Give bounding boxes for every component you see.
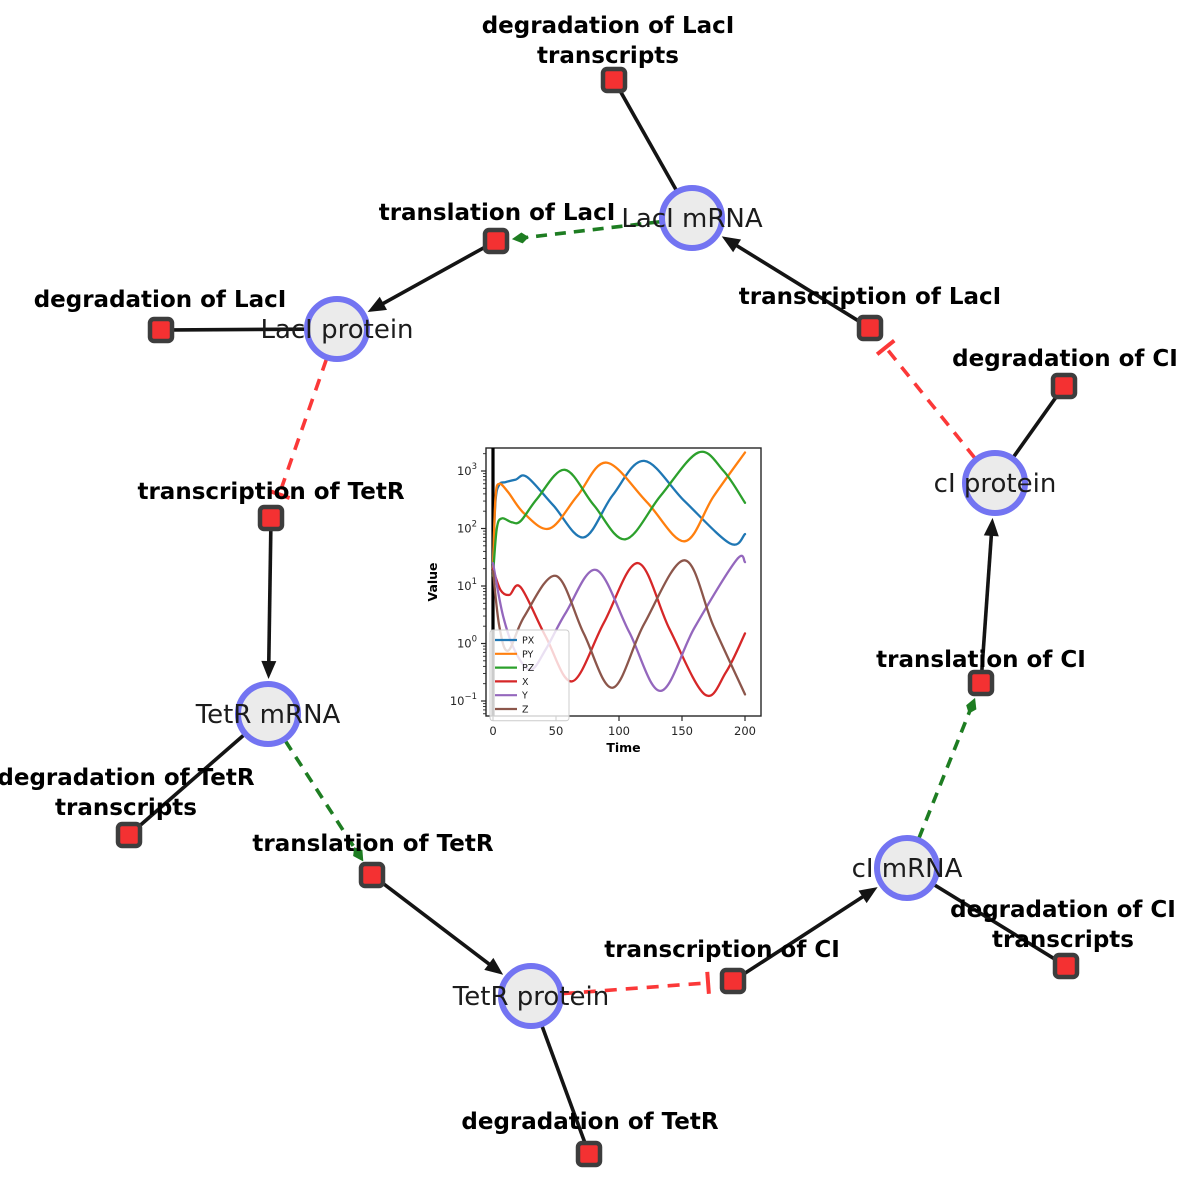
modifier-arrowhead-icon: [353, 847, 364, 862]
modifier-arrowhead-icon: [966, 697, 977, 714]
edge-layer: [137, 90, 1058, 1143]
reaction-label-deg_ci_tr: transcripts: [992, 927, 1134, 953]
modifier-arrowhead-icon: [511, 232, 529, 244]
reaction-node-deg_tetr_tr: [115, 821, 143, 849]
species-node-ci_mrna: [874, 835, 940, 901]
inhibition-tbar-icon: [705, 971, 711, 994]
label-layer: LacI mRNA LacI protein TetR mRNA TetR prote…: [0, 13, 1178, 1135]
reaction-node-txn_ci: [719, 967, 747, 995]
product-arrowhead-icon: [367, 296, 388, 313]
modifier-edge: [283, 739, 359, 853]
reaction-node-transl_laci: [482, 227, 510, 255]
x-axis-tick-label: 150: [671, 724, 693, 738]
product-arrowhead-icon: [858, 887, 878, 904]
reaction-label-txn_laci: transcription of LacI: [739, 284, 1002, 310]
reaction-node-transl_tetr: [358, 861, 386, 889]
legend-entry-label: PZ: [522, 663, 535, 674]
y-axis-tick-label: 102: [457, 520, 477, 536]
inhibition-tbar-icon: [875, 338, 896, 356]
y-axis-tick-label: 101: [457, 577, 477, 593]
x-axis-tick-label: 50: [549, 724, 564, 738]
legend-entry-label: PX: [522, 636, 535, 647]
reaction-label-deg_ci: degradation of CI: [952, 346, 1178, 372]
reaction-label-transl_tetr: translation of TetR: [252, 831, 493, 857]
reaction-label-txn_tetr: transcription of TetR: [137, 479, 404, 505]
product-edge: [374, 245, 486, 310]
reaction-node-deg_ci: [1050, 372, 1078, 400]
legend-entry-label: PY: [522, 649, 534, 660]
product-arrowhead-icon: [721, 236, 742, 253]
product-arrowhead-icon: [261, 660, 277, 680]
reaction-label-deg_tetr: degradation of TetR: [461, 1109, 718, 1135]
reactant-edge: [137, 733, 246, 828]
y-axis-tick-label: 10−1: [450, 692, 477, 708]
reaction-label-deg_ci_tr: degradation of CI: [950, 897, 1176, 923]
species-node-laci_mrna: [659, 185, 725, 251]
species-label-laci_protein: LacI protein: [260, 315, 413, 345]
y-axis-label: Value: [425, 562, 440, 601]
x-axis-tick-label: 100: [608, 724, 630, 738]
reactant-edge: [933, 883, 1056, 961]
reaction-label-txn_ci: transcription of CI: [604, 937, 840, 963]
inhibition-tbar-icon: [268, 488, 291, 500]
reaction-label-deg_laci_tr: degradation of LacI: [482, 13, 735, 39]
species-label-laci_mrna: LacI mRNA: [621, 204, 762, 234]
reaction-node-deg_ci_tr: [1052, 952, 1080, 980]
node-layer: [115, 66, 1080, 1168]
series-line-py: [491, 451, 747, 570]
species-label-ci_mrna: cI mRNA: [852, 854, 963, 884]
reaction-label-deg_laci: degradation of LacI: [34, 287, 287, 313]
reaction-label-deg_laci_tr: transcripts: [537, 43, 679, 69]
species-node-laci_protein: [304, 296, 370, 362]
product-edge: [728, 239, 860, 323]
species-node-ci_protein: [962, 450, 1028, 516]
reaction-label-transl_ci: translation of CI: [876, 647, 1086, 673]
species-node-tetr_protein: [498, 963, 564, 1029]
reaction-label-deg_tetr_tr: transcripts: [55, 795, 197, 821]
inhibition-edge: [277, 358, 329, 495]
reactant-edge: [618, 90, 678, 192]
reaction-node-deg_laci_tr: [600, 66, 628, 94]
inhibition-edge: [562, 981, 709, 996]
species-label-tetr_mrna: TetR mRNA: [195, 700, 341, 730]
y-axis-tick-label: 103: [457, 462, 477, 478]
reaction-node-txn_laci: [856, 314, 884, 342]
series-line-pz: [491, 450, 747, 578]
x-axis-label: Time: [606, 740, 640, 755]
species-label-tetr_protein: TetR protein: [452, 982, 609, 1012]
reaction-label-transl_laci: translation of LacI: [379, 200, 616, 226]
modifier-edge: [917, 708, 973, 839]
product-edge: [381, 881, 498, 971]
x-axis-tick-label: 0: [489, 724, 496, 738]
species-label-ci_protein: cI protein: [934, 469, 1057, 499]
modifier-edge: [523, 219, 661, 240]
timeseries-inset-chart: 0 50 100 150 20010−1100101102103TimeValuePXP…: [425, 447, 762, 755]
product-arrowhead-icon: [484, 957, 504, 975]
y-axis-tick-label: 100: [457, 635, 477, 651]
legend-entry-label: Z: [522, 705, 529, 716]
reaction-node-deg_laci: [147, 316, 175, 344]
reactant-edge: [173, 327, 306, 332]
series-line-x: [491, 561, 747, 698]
species-node-tetr_mrna: [235, 681, 301, 747]
legend-entry-label: X: [522, 677, 529, 688]
reactant-edge: [1012, 395, 1058, 458]
product-arrowhead-icon: [983, 517, 999, 537]
reaction-label-deg_tetr_tr: degradation of TetR: [0, 765, 255, 791]
reaction-node-transl_ci: [967, 669, 995, 697]
legend-entry-label: Y: [521, 691, 528, 702]
chart-legend: PX PY PZ XYZ: [489, 629, 570, 722]
inhibition-edge: [884, 346, 977, 460]
reactant-edge: [540, 1025, 587, 1143]
reaction-node-txn_tetr: [257, 504, 285, 532]
x-axis-tick-label: 200: [734, 724, 756, 738]
product-edge: [266, 530, 273, 671]
product-edge: [980, 526, 994, 671]
product-edge: [742, 890, 872, 976]
reaction-node-deg_tetr: [575, 1140, 603, 1168]
